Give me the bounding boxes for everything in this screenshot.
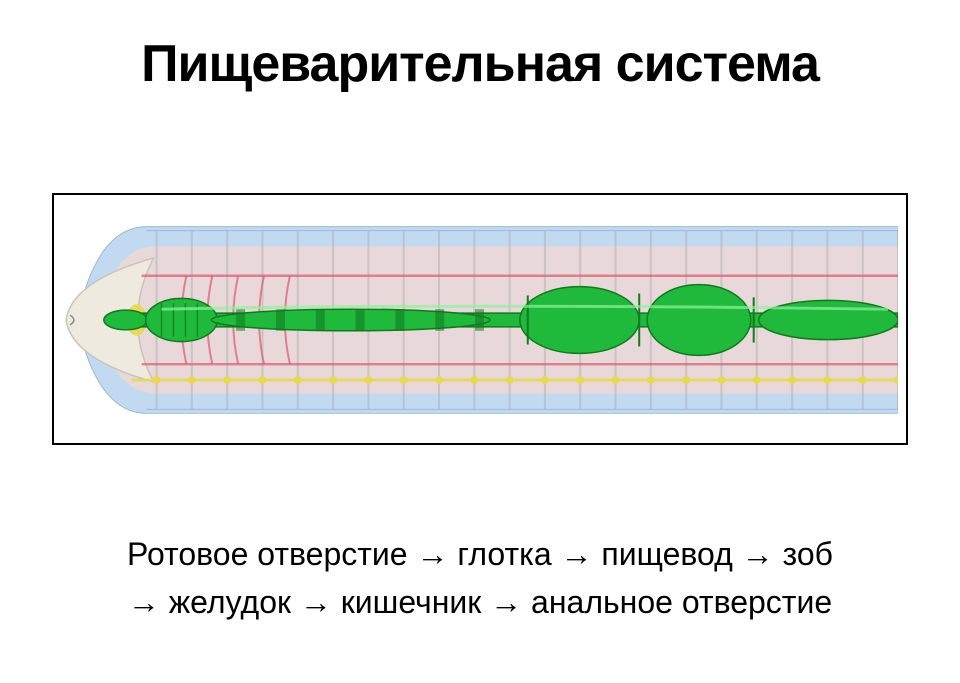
diagram-frame [52, 193, 908, 445]
worm-svg [62, 207, 898, 431]
caption-line-1: Ротовое отверстие → глотка → пищевод → з… [127, 536, 833, 572]
caption-line-2: → желудок → кишечник → анальное отверсти… [128, 584, 832, 620]
digestive-sequence-caption: Ротовое отверстие → глотка → пищевод → з… [0, 530, 960, 626]
worm-anatomy-diagram [62, 207, 898, 431]
page-title: Пищеварительная система [0, 38, 960, 90]
